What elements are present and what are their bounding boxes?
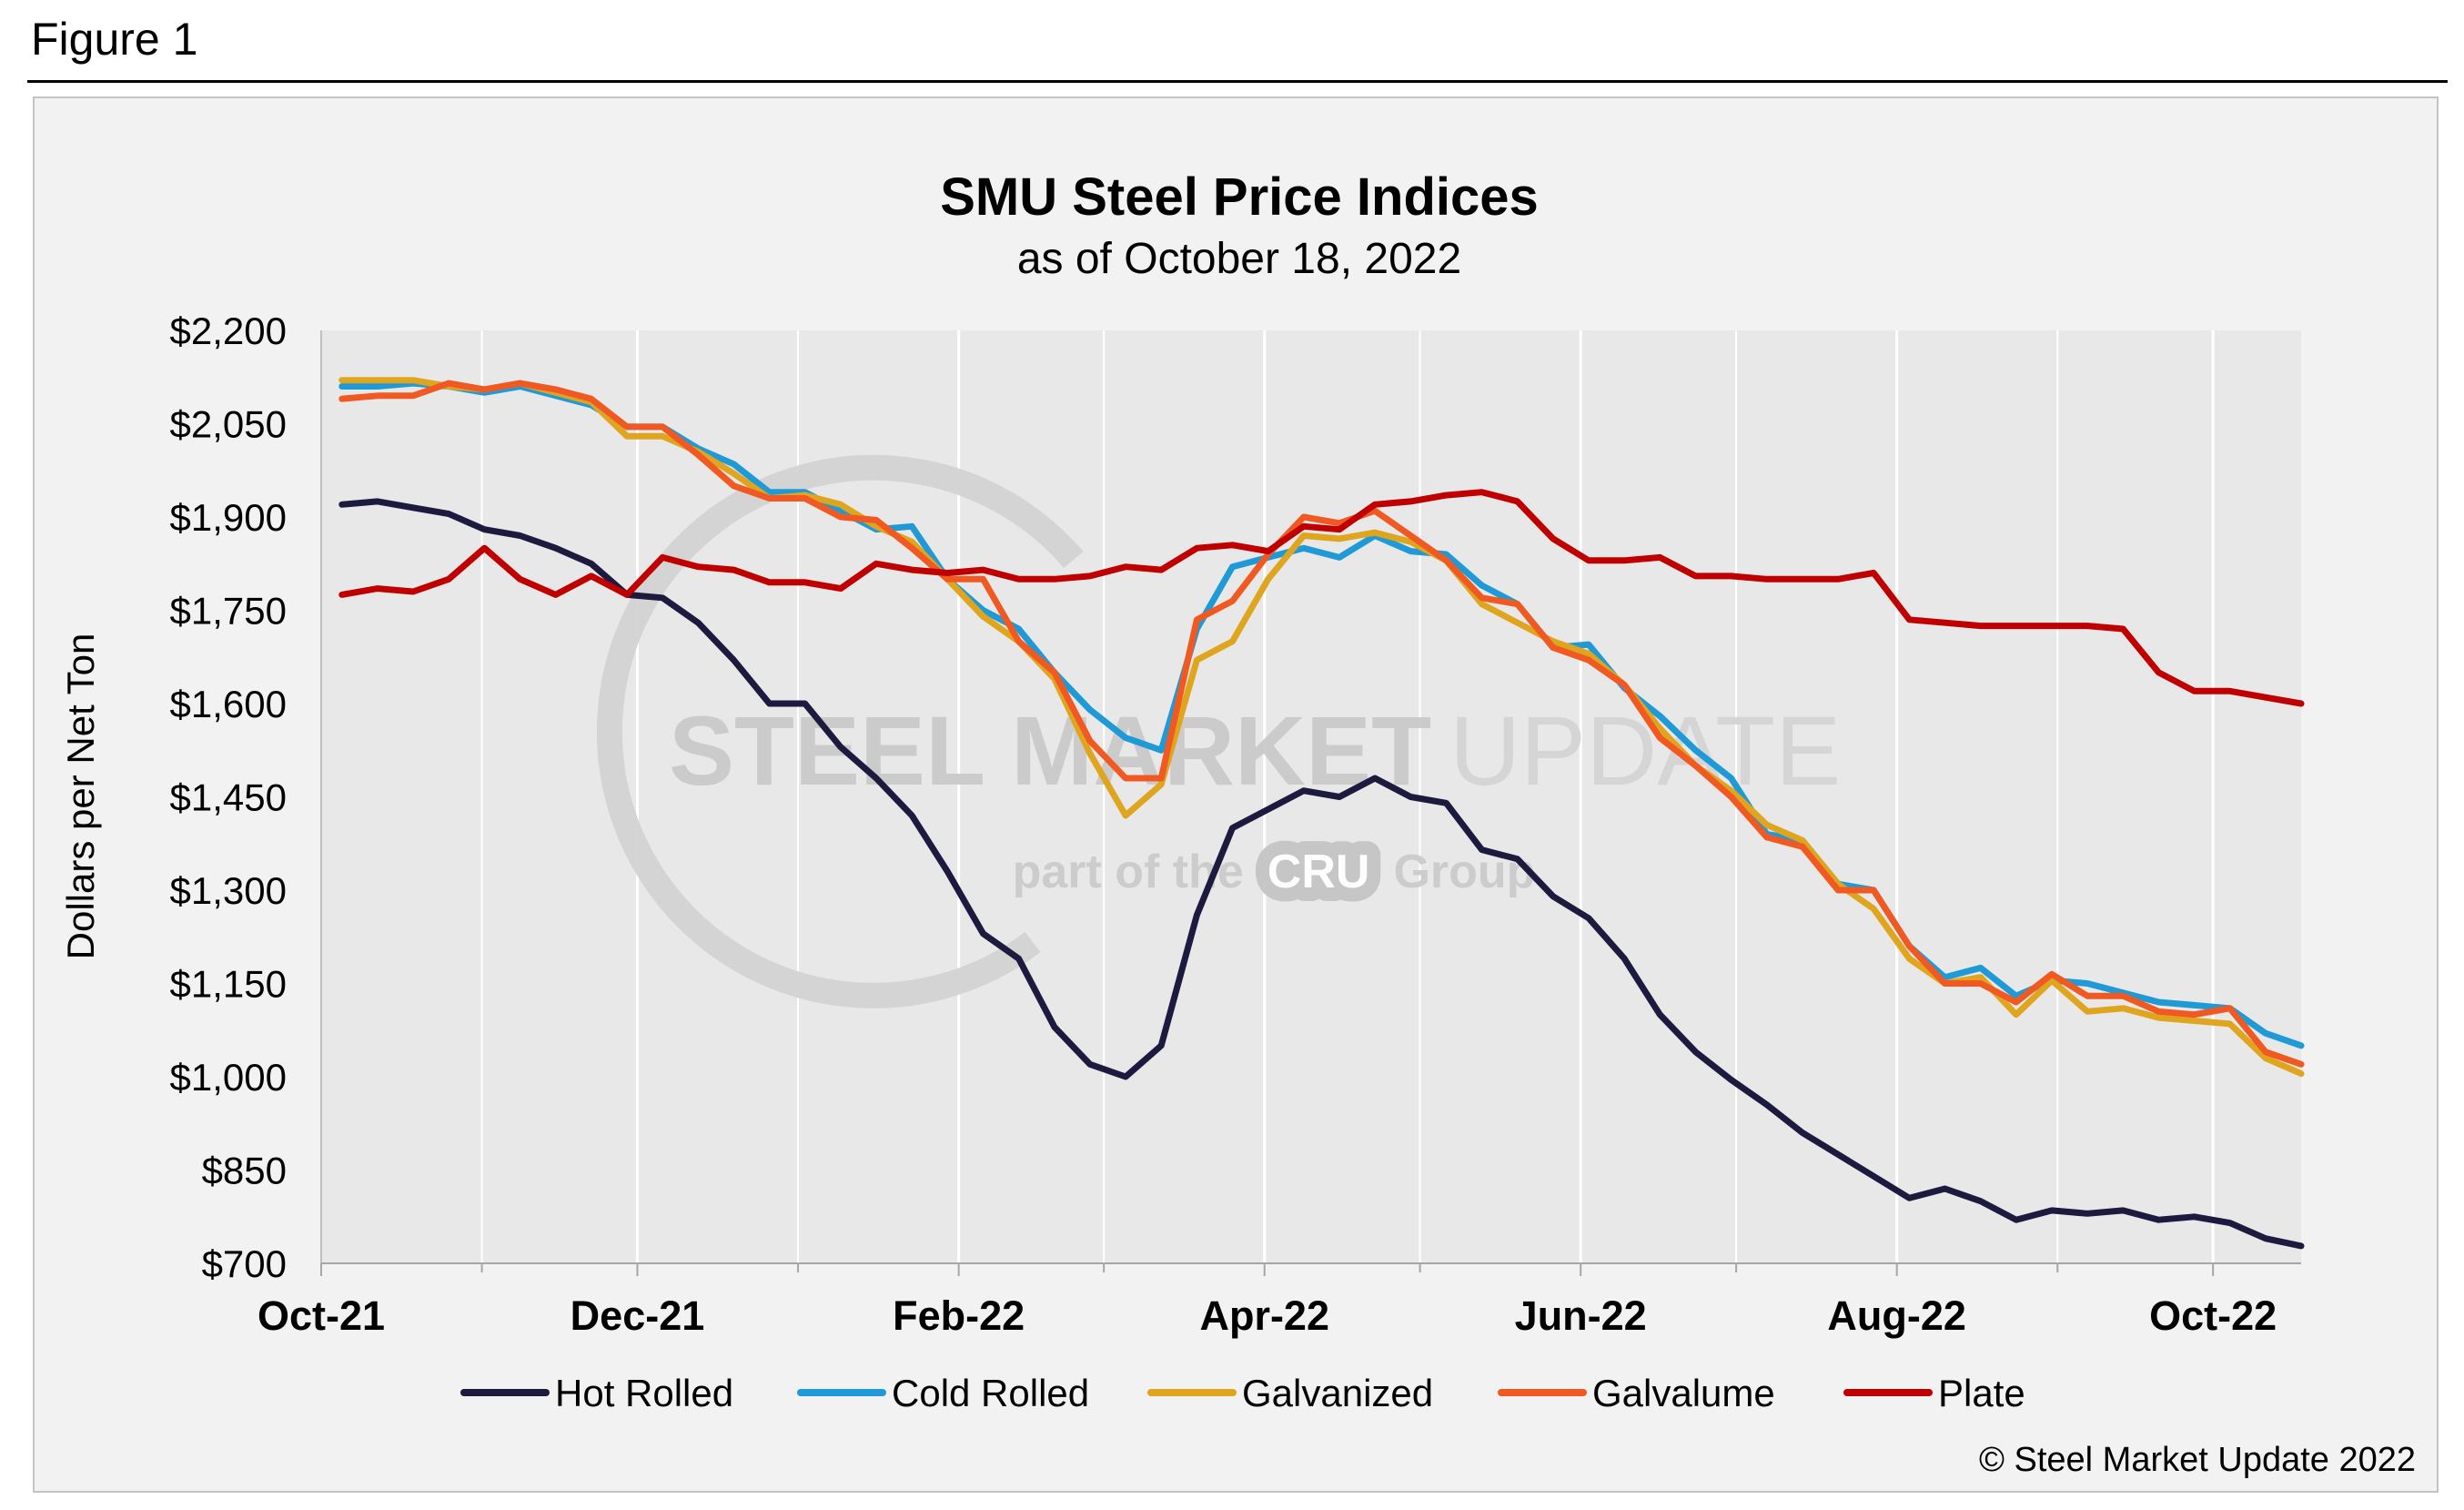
series-lines	[338, 377, 2305, 1250]
copyright-text: © Steel Market Update 2022	[1979, 1441, 2416, 1479]
y-tick-label: $1,750	[170, 590, 287, 633]
x-tick-label: Dec-21	[571, 1292, 705, 1339]
plot-area	[321, 330, 2301, 1263]
y-tick-label: $1,150	[170, 963, 287, 1006]
x-tick-label: Jun-22	[1515, 1292, 1647, 1339]
x-tick-label: Oct-22	[2149, 1292, 2277, 1339]
y-tick-label: $850	[202, 1150, 287, 1192]
x-tick-labels: Oct-21 Dec-21 Feb-22 Apr-22 Jun-22 Aug-22 Oct-…	[258, 1292, 2277, 1339]
legend-label-hot-rolled: Hot Rolled	[555, 1372, 733, 1414]
y-tick-label: $2,050	[170, 403, 287, 446]
series-line-hot-rolled	[338, 498, 2305, 1250]
y-tick-label: $700	[202, 1242, 287, 1285]
legend-label-galvanized: Galvanized	[1242, 1372, 1433, 1414]
legend: Hot Rolled Cold Rolled Galvanized Galvalume…	[460, 1372, 2025, 1414]
y-tick-label: $2,200	[170, 309, 287, 352]
watermark-swoosh	[596, 454, 1084, 1008]
x-tick-label: Aug-22	[1827, 1292, 1966, 1339]
top-rule	[27, 80, 2448, 83]
y-tick-label: $1,900	[170, 496, 287, 539]
legend-label-galvalume: Galvalume	[1592, 1372, 1775, 1414]
y-tick-label: $1,600	[170, 683, 287, 725]
x-tick-label: Apr-22	[1199, 1292, 1329, 1339]
chart-title: SMU Steel Price Indices	[940, 167, 1539, 227]
y-tick-label: $1,300	[170, 869, 287, 912]
legend-label-plate: Plate	[1938, 1372, 2025, 1414]
watermark-line2: part of the CRU Group	[1013, 846, 1536, 898]
x-tick-label: Oct-21	[258, 1292, 385, 1339]
legend-label-cold-rolled: Cold Rolled	[892, 1372, 1089, 1414]
series-line-galvalume	[338, 380, 2305, 1068]
y-axis-label: Dollars per Net Ton	[59, 633, 102, 960]
figure-label: Figure 1	[31, 14, 198, 65]
y-tick-labels: $700 $850 $1,000 $1,150 $1,300 $1,450 $1,600 $1…	[170, 309, 287, 1285]
y-tick-label: $1,450	[170, 776, 287, 819]
y-tick-label: $1,000	[170, 1056, 287, 1099]
x-tick-label: Feb-22	[893, 1292, 1025, 1339]
chart-subtitle: as of October 18, 2022	[1017, 235, 1461, 283]
series-line-galvanized	[338, 377, 2305, 1078]
series-line-plate	[338, 489, 2305, 707]
